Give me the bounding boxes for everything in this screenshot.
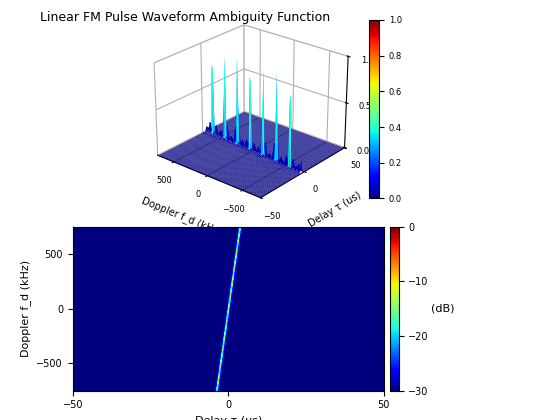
Y-axis label: Doppler f_d (kHz): Doppler f_d (kHz) [20,260,31,357]
Y-axis label: Delay τ (us): Delay τ (us) [306,190,362,228]
Text: Linear FM Pulse Waveform Ambiguity Function: Linear FM Pulse Waveform Ambiguity Funct… [40,10,330,24]
Y-axis label: (dB): (dB) [431,304,454,314]
X-axis label: Doppler f_d (kHz): Doppler f_d (kHz) [140,194,223,237]
X-axis label: Delay τ (us): Delay τ (us) [194,416,262,420]
